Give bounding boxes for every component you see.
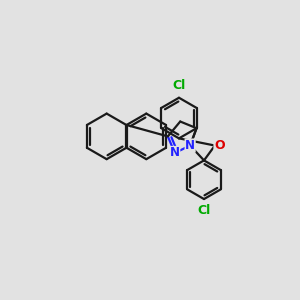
Text: N: N	[185, 139, 195, 152]
Text: O: O	[214, 139, 225, 152]
Text: Cl: Cl	[172, 79, 186, 92]
Text: Cl: Cl	[197, 205, 211, 218]
Text: N: N	[170, 146, 180, 160]
